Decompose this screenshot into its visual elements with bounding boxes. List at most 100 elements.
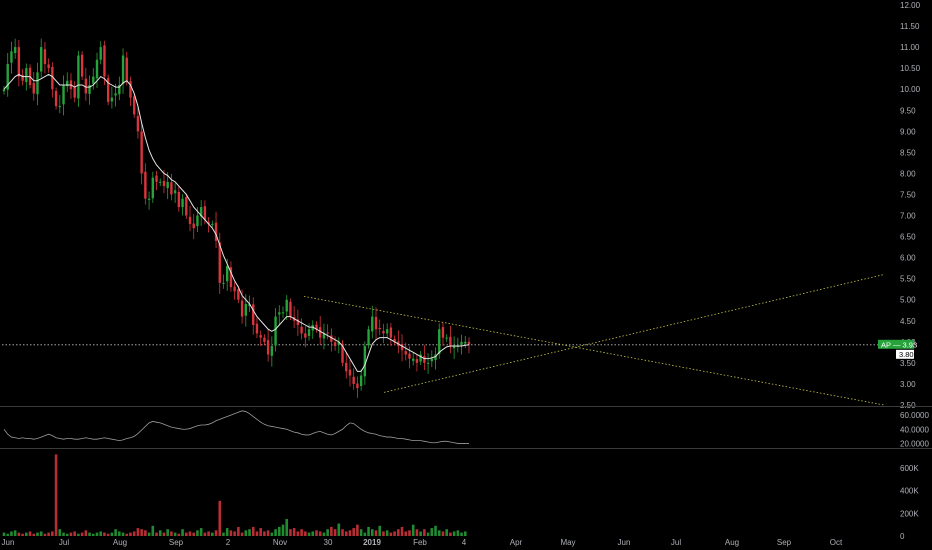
volume-bar[interactable] [43, 533, 47, 536]
candle[interactable] [408, 353, 411, 359]
volume-bar[interactable] [411, 524, 415, 536]
volume-bar[interactable] [333, 529, 337, 536]
candle[interactable] [43, 49, 47, 64]
candle[interactable] [32, 82, 35, 94]
candle[interactable] [311, 325, 314, 331]
volume-bar[interactable] [158, 530, 162, 536]
candle[interactable] [203, 206, 207, 220]
volume-bar[interactable] [315, 530, 318, 536]
volume-bar[interactable] [363, 532, 367, 536]
volume-bar[interactable] [106, 533, 110, 536]
trendline-2[interactable] [383, 274, 885, 393]
candle[interactable] [445, 337, 448, 339]
volume-bar[interactable] [73, 531, 76, 536]
candle[interactable] [315, 324, 318, 330]
candle[interactable] [322, 333, 326, 339]
volume-bar[interactable] [419, 531, 422, 536]
volume-bar[interactable] [389, 532, 393, 536]
candle[interactable] [237, 289, 240, 300]
volume-bar[interactable] [28, 531, 32, 536]
volume-bar[interactable] [385, 530, 389, 536]
candle[interactable] [136, 116, 140, 132]
candle[interactable] [80, 54, 84, 77]
volume-bar[interactable] [65, 533, 69, 536]
candle[interactable] [367, 329, 370, 346]
candle[interactable] [222, 282, 225, 284]
volume-pane[interactable] [2, 454, 467, 536]
volume-bar[interactable] [10, 531, 13, 536]
candle[interactable] [300, 326, 303, 334]
candle[interactable] [326, 332, 329, 334]
volume-bar[interactable] [144, 530, 147, 536]
volume-bar[interactable] [434, 525, 437, 536]
candle[interactable] [144, 171, 147, 199]
volume-bar[interactable] [136, 528, 140, 536]
candle[interactable] [404, 351, 407, 355]
candle[interactable] [382, 330, 385, 334]
candle[interactable] [147, 198, 151, 200]
volume-bar[interactable] [251, 526, 255, 536]
candle[interactable] [371, 316, 374, 332]
volume-bar[interactable] [125, 533, 129, 536]
volume-bar[interactable] [51, 531, 54, 536]
volume-bar[interactable] [270, 532, 274, 536]
volume-bar[interactable] [132, 531, 136, 536]
volume-bar[interactable] [233, 531, 236, 536]
candle[interactable] [430, 358, 433, 362]
candle[interactable] [278, 312, 281, 315]
candle[interactable] [464, 341, 467, 344]
candle[interactable] [352, 376, 355, 384]
candle[interactable] [240, 300, 244, 317]
volume-bar[interactable] [240, 532, 244, 536]
volume-bar[interactable] [344, 531, 348, 536]
candle[interactable] [441, 327, 445, 338]
volume-bar[interactable] [91, 533, 95, 536]
volume-bar[interactable] [36, 532, 39, 536]
volume-bar[interactable] [129, 532, 132, 536]
volume-bar[interactable] [356, 524, 359, 536]
volume-bar[interactable] [77, 533, 80, 536]
candle[interactable] [192, 223, 195, 229]
candle[interactable] [188, 216, 192, 224]
candle[interactable] [341, 343, 344, 363]
volume-bar[interactable] [307, 532, 311, 536]
volume-bar[interactable] [199, 528, 203, 536]
volume-bar[interactable] [341, 529, 344, 536]
volume-bar[interactable] [281, 524, 285, 536]
candle[interactable] [129, 81, 132, 98]
candle[interactable] [196, 215, 199, 227]
volume-bar[interactable] [95, 532, 99, 536]
candle[interactable] [121, 55, 125, 85]
volume-bar[interactable] [304, 531, 307, 536]
volume-bar[interactable] [188, 531, 192, 536]
candle[interactable] [389, 327, 393, 338]
volume-bar[interactable] [374, 530, 378, 536]
volume-bar[interactable] [32, 533, 36, 536]
volume-bar[interactable] [277, 526, 281, 536]
candle[interactable] [345, 362, 348, 372]
candle[interactable] [6, 63, 9, 90]
candle[interactable] [449, 336, 452, 347]
volume-bar[interactable] [330, 526, 333, 536]
volume-bar[interactable] [99, 531, 103, 536]
candle[interactable] [62, 85, 65, 105]
oscillator-pane[interactable] [3, 410, 469, 444]
volume-bar[interactable] [393, 531, 396, 536]
volume-bar[interactable] [452, 531, 456, 536]
volume-bar[interactable] [181, 529, 184, 536]
volume-bar[interactable] [166, 529, 169, 536]
volume-bar[interactable] [359, 529, 363, 536]
candle[interactable] [289, 301, 292, 317]
volume-bar[interactable] [177, 533, 181, 536]
volume-bar[interactable] [348, 530, 352, 536]
candle[interactable] [248, 303, 251, 307]
candle[interactable] [423, 356, 426, 363]
volume-bar[interactable] [170, 531, 173, 536]
volume-bar[interactable] [222, 532, 225, 536]
volume-bar[interactable] [21, 533, 24, 536]
candle[interactable] [36, 72, 39, 95]
volume-bar[interactable] [184, 532, 188, 536]
volume-bar[interactable] [337, 523, 341, 536]
volume-bar[interactable] [367, 526, 370, 536]
candle[interactable] [233, 286, 236, 292]
